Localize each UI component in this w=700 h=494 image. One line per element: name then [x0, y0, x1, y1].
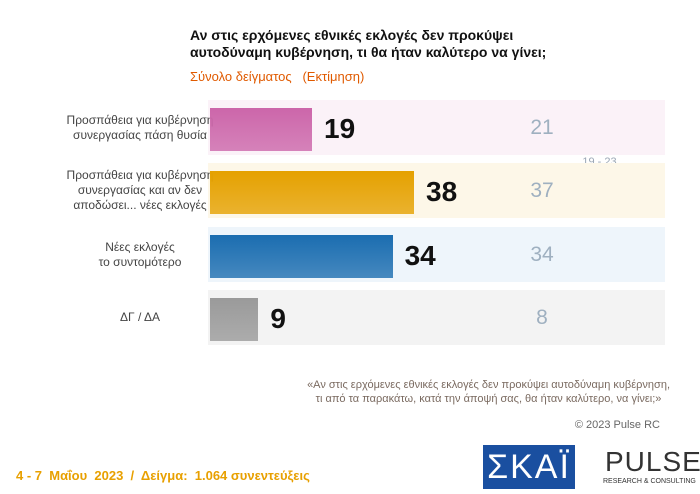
- bar: [210, 108, 313, 151]
- category-label: Προσπάθεια για κυβέρνηση συνεργασίας πάσ…: [66, 112, 214, 142]
- copyright: © 2023 Pulse RC: [574, 419, 660, 431]
- category-label: Νέες εκλογές το συντομότερο: [98, 239, 182, 269]
- row-background: [208, 290, 665, 345]
- bar: [210, 298, 259, 341]
- category-label: ΔΓ / ΔΑ: [120, 310, 160, 324]
- footer: 4 - 7 Μαΐου 2023 / Δείγμα: 1.064 συνεντε…: [16, 468, 310, 483]
- bar: [210, 235, 393, 278]
- footnote: «Αν στις ερχόμενες εθνικές εκλογές δεν π…: [307, 379, 670, 405]
- category-label: Προσπάθεια για κυβέρνηση συνεργασίας και…: [66, 168, 214, 212]
- previous-value: 34: [530, 243, 554, 266]
- pulse-logo: PULSE: [605, 446, 700, 477]
- skai-logo: ΣΚΑΪ: [483, 445, 575, 489]
- chart-subtitle: Σύνολο δείγματος (Εκτίμηση): [190, 69, 365, 84]
- previous-value: 21: [530, 116, 554, 139]
- value-label: 38: [426, 176, 458, 207]
- chart-title: Αν στις ερχόμενες εθνικές εκλογές δεν πρ…: [190, 27, 547, 60]
- value-label: 19: [324, 113, 356, 144]
- pulse-tagline: RESEARCH & CONSULTING: [603, 478, 696, 485]
- value-label: 9: [270, 303, 286, 334]
- previous-value: 8: [536, 306, 548, 329]
- previous-value: 37: [530, 179, 554, 202]
- bar: [210, 171, 415, 214]
- value-label: 34: [404, 240, 436, 271]
